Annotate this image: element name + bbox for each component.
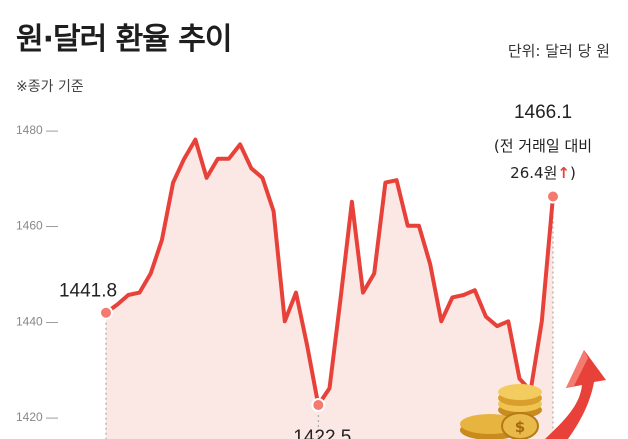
data-labels: 1441.8 1422.5 1466.1 (전 거래일 대비 26.4원↑)	[59, 102, 592, 439]
label-last: 1466.1	[514, 102, 572, 123]
highlight-points	[99, 189, 560, 413]
y-tick-label: 1460 —	[16, 219, 58, 233]
coins-illustration: $	[460, 384, 542, 439]
y-axis: 1420 — 1440 — 1460 — 1480 —	[16, 123, 58, 424]
label-min: 1422.5	[293, 427, 351, 439]
label-last-change-line1: (전 거래일 대비	[494, 137, 592, 155]
chart-title: 원·달러 환율 추이	[16, 22, 232, 57]
y-tick-label: 1480 —	[16, 123, 58, 137]
basis-note: ※종가 기준	[16, 79, 84, 95]
point-last	[546, 189, 560, 204]
svg-text:$: $	[515, 418, 525, 436]
y-tick-label: 1420 —	[16, 410, 58, 424]
series-line	[104, 137, 555, 407]
label-last-change-line2: 26.4원↑)	[510, 164, 576, 182]
rising-arrow-icon	[545, 350, 606, 439]
point-start	[99, 305, 113, 320]
point-min	[311, 398, 326, 413]
y-tick-label: 1440 —	[16, 314, 58, 328]
area-fill	[106, 139, 553, 439]
label-start: 1441.8	[59, 281, 117, 302]
unit-label: 단위: 달러 당 원	[507, 42, 610, 60]
